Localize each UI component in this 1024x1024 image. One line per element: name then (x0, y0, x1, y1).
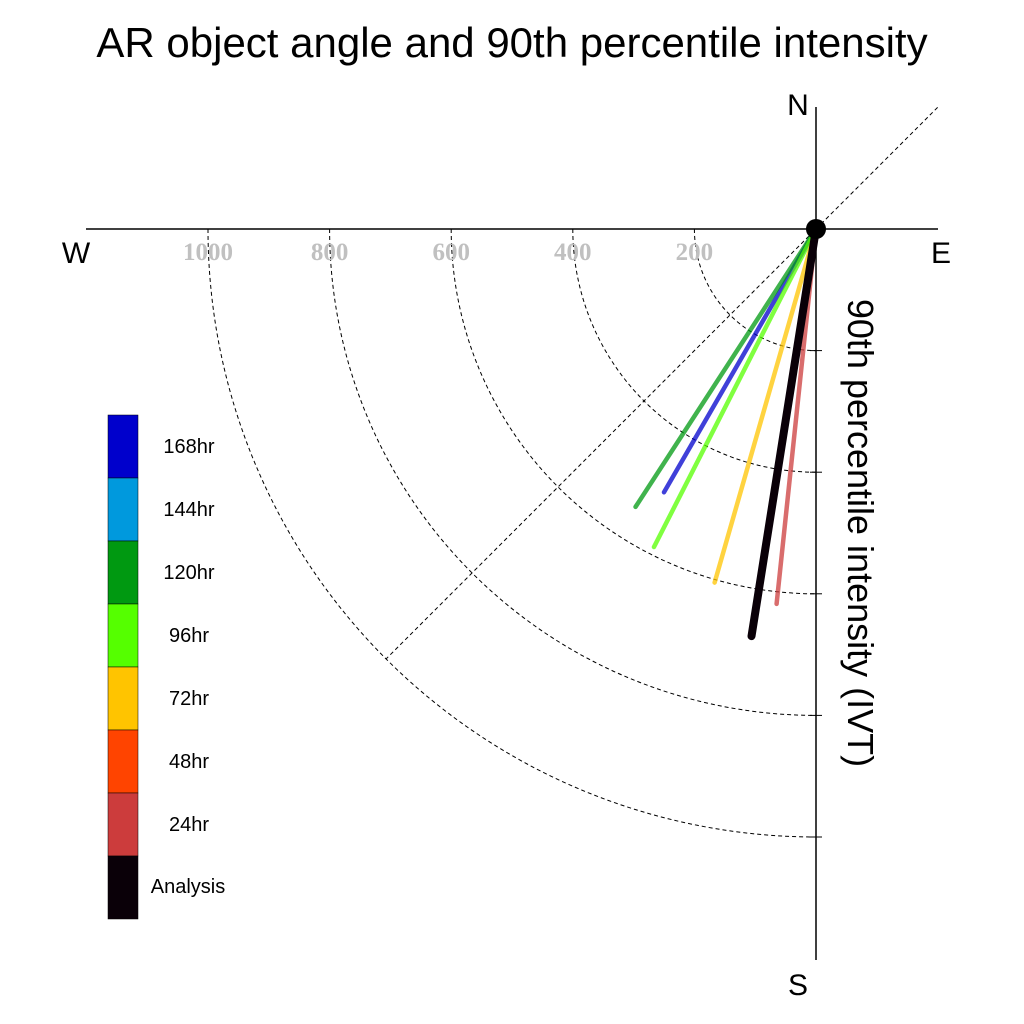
compass-south-label: S (788, 969, 808, 1002)
compass-west-label: W (62, 237, 91, 270)
legend-label-24hr: 24hr (169, 814, 209, 836)
radial-tick-label: 600 (432, 239, 470, 266)
diagonal-guide-line (385, 107, 938, 660)
legend-label-analysis: Analysis (151, 876, 225, 898)
legend-swatch-24hr (107, 792, 139, 857)
radial-tick-labels: 200 400 600 800 1000 (183, 239, 713, 266)
legend: 168hr 144hr 120hr 96hr 72hr 48hr 24hr Analysis (107, 414, 225, 920)
vector-120hr (633, 226, 819, 510)
legend-label-96hr: 96hr (169, 625, 209, 647)
legend-label-72hr: 72hr (169, 688, 209, 710)
radial-tick-label: 800 (311, 239, 349, 266)
vector-72hr (712, 226, 819, 585)
y-axis-label: 90th percentile intensity (IVT) (840, 299, 881, 767)
legend-label-120hr: 120hr (163, 562, 214, 584)
legend-label-144hr: 144hr (163, 499, 214, 521)
vector-168hr (661, 226, 819, 495)
legend-swatch-analysis (107, 855, 139, 920)
legend-swatch-144hr (107, 477, 139, 542)
radial-tick-label: 200 (676, 239, 714, 266)
vector-96hr (651, 226, 819, 550)
radial-tick-label: 400 (554, 239, 592, 266)
polar-grid (207, 107, 938, 838)
origin-dot (806, 219, 826, 239)
intensity-vectors (633, 225, 820, 641)
legend-swatch-120hr (107, 540, 139, 605)
legend-swatch-48hr (107, 729, 139, 794)
chart-title: AR object angle and 90th percentile inte… (96, 19, 927, 66)
legend-label-48hr: 48hr (169, 751, 209, 773)
legend-swatch-72hr (107, 666, 139, 731)
compass-east-label: E (931, 237, 951, 270)
radial-tick-label: 1000 (183, 239, 233, 266)
legend-swatch-96hr (107, 603, 139, 668)
radial-arc-600 (450, 228, 817, 595)
compass-north-label: N (787, 89, 809, 122)
legend-swatch-168hr (107, 414, 139, 479)
vector-analysis (747, 225, 820, 641)
legend-label-168hr: 168hr (163, 436, 214, 458)
